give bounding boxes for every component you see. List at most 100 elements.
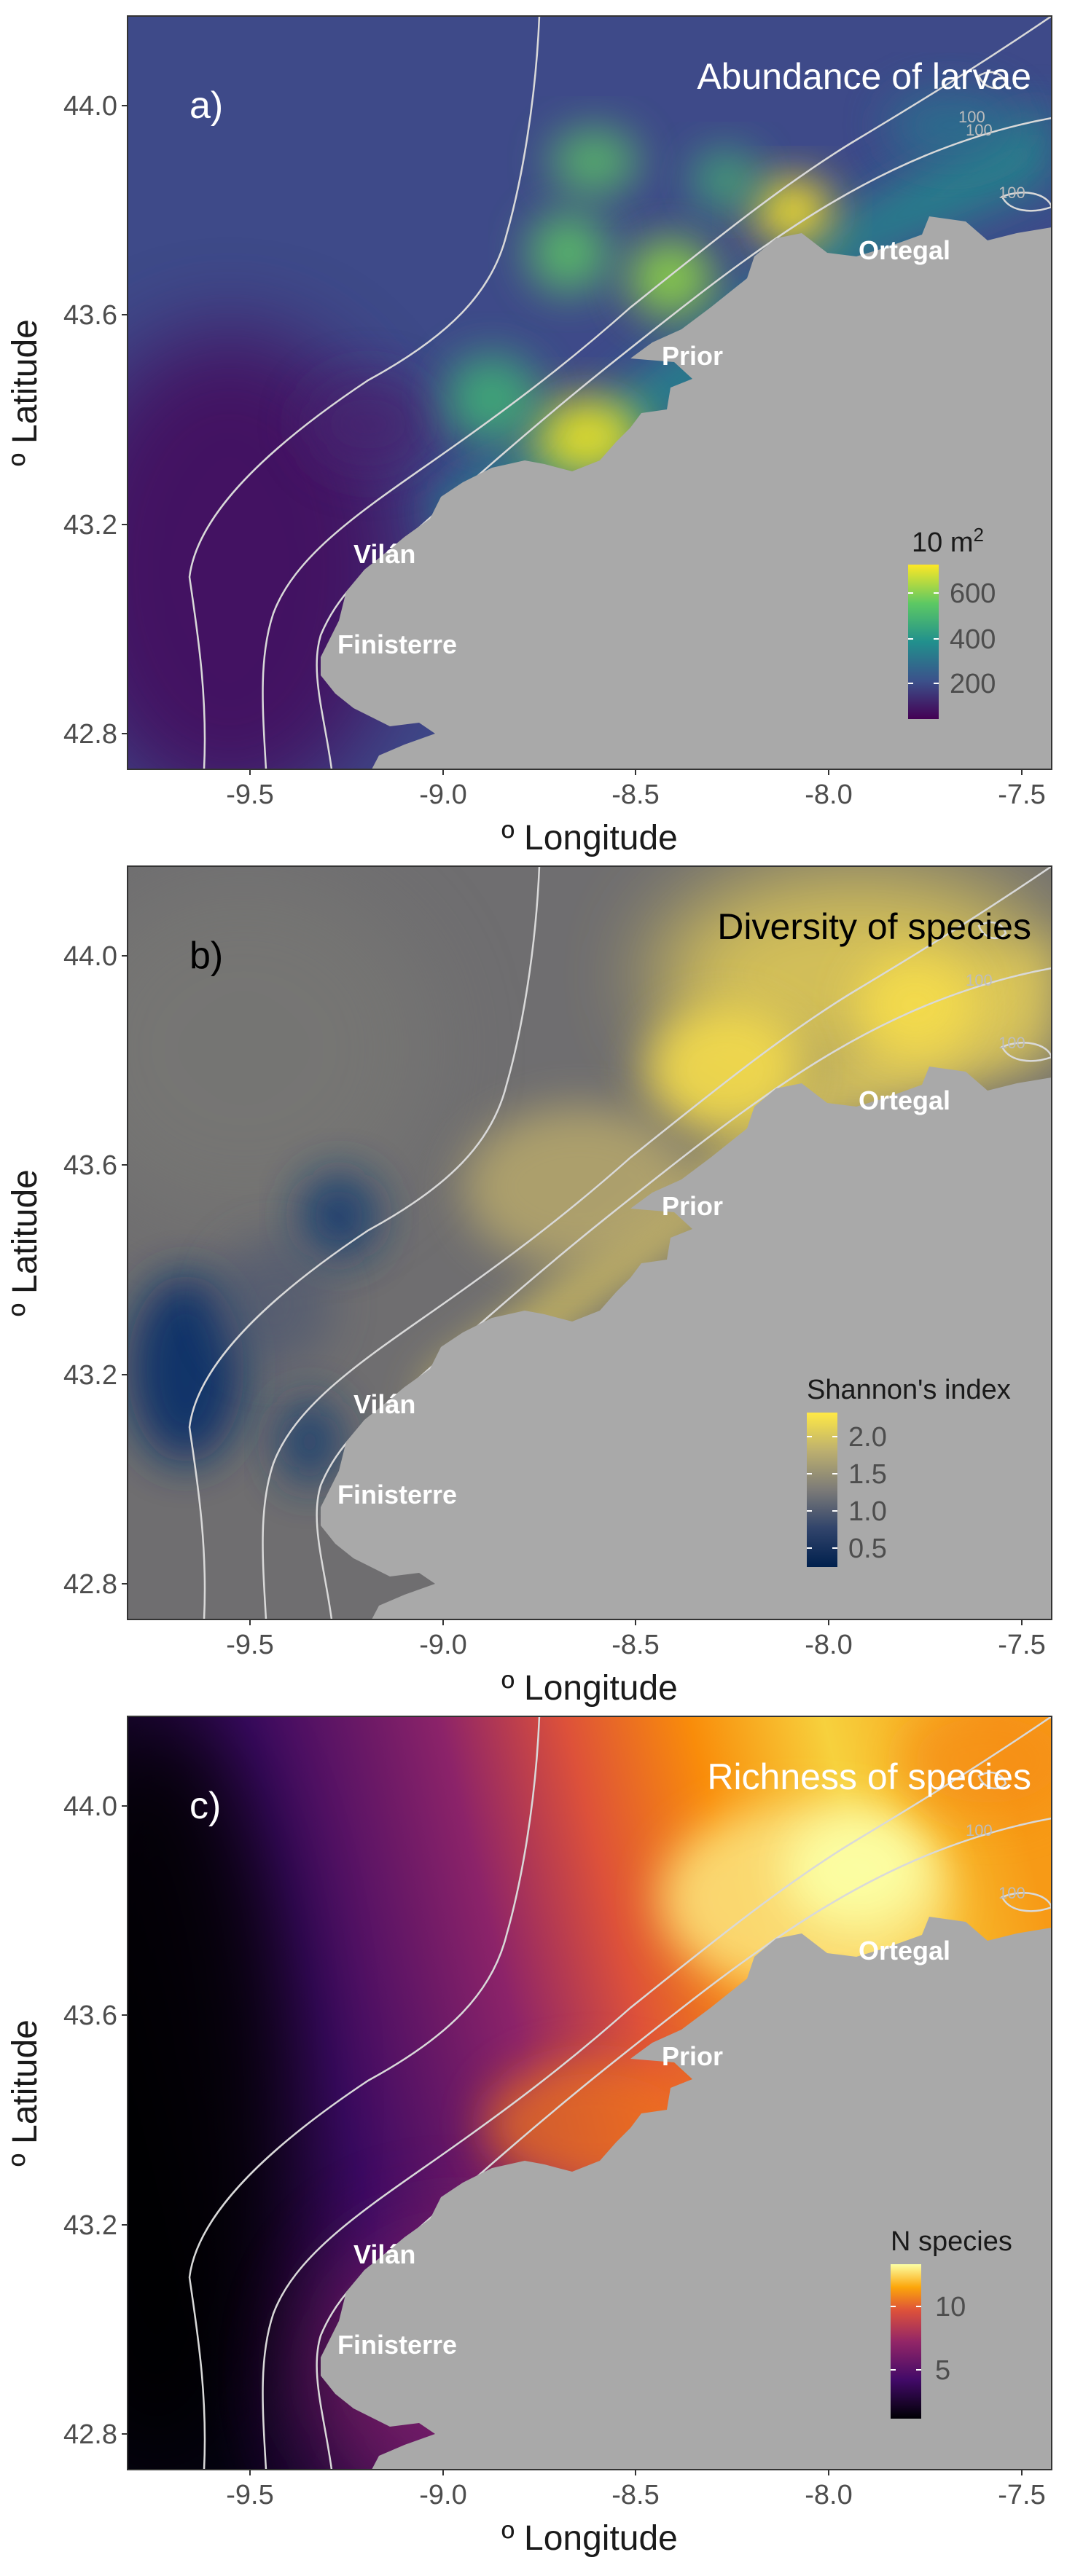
place-vilan: Vilán [353,539,415,569]
x-axis: -9.5 -9.0 -8.5 -8.0 -7.5 º Longitude [226,2470,1046,2558]
place-ortegal: Ortegal [859,1085,950,1115]
x-tick-label: -8.0 [805,1630,852,1660]
isobath-label: 100 [966,121,993,139]
place-finisterre: Finisterre [337,2330,457,2360]
isobath-label: 100 [998,1884,1025,1902]
x-axis-title: º Longitude [501,1669,678,1708]
legend-tick: 2.0 [848,1422,887,1453]
x-tick-label: -9.0 [419,1630,466,1660]
isobath-label: 100 [966,1821,993,1839]
legend-tick: 400 [950,624,996,655]
x-tick-label: -9.0 [419,780,466,810]
x-tick-label: -7.5 [998,780,1045,810]
legend-colorbar [807,1413,837,1567]
x-tick-label: -7.5 [998,1630,1045,1660]
panel-abundance: 100 100 100 Ortegal Prior Vilán Finister… [6,15,1052,857]
y-tick-label: 43.2 [63,2210,117,2241]
place-prior: Prior [662,1191,723,1221]
panel-title: Abundance of larvae [697,56,1031,97]
panel-title: Richness of species [707,1756,1031,1797]
legend-title: 10 m2 [912,524,984,558]
x-axis-title: º Longitude [501,2519,678,2558]
x-axis: -9.5 -9.0 -8.5 -8.0 -7.5 º Longitude [226,769,1046,857]
place-prior: Prior [662,2041,723,2071]
y-axis: 42.8 43.2 43.6 44.0 º Latitude [6,1791,128,2450]
x-tick-label: -8.0 [805,780,852,810]
panel-tag: c) [189,1785,221,1827]
legend-title: N species [891,2226,1012,2257]
place-finisterre: Finisterre [337,1480,457,1509]
x-tick-label: -7.5 [998,2480,1045,2510]
color-legend: N species 5 10 [891,2226,1012,2419]
y-axis-title: º Latitude [6,1169,44,1316]
legend-ticks [891,2306,921,2371]
heat-midhigh [463,1107,696,1267]
x-tick-label: -8.5 [611,1630,659,1660]
heat-hotspot [445,355,539,442]
land-mass [321,1917,1052,2470]
legend-colorbar [908,565,939,719]
heat-hotspot [752,178,832,244]
y-axis-title: º Latitude [6,2019,44,2167]
y-tick-label: 43.2 [63,510,117,541]
legend-ticks [908,592,939,684]
place-vilan: Vilán [353,2239,415,2269]
color-legend: Shannon's index 0.5 1.0 1.5 2.0 [807,1375,1011,1567]
x-tick-label: -9.5 [226,1630,273,1660]
y-tick-label: 44.0 [63,1791,117,1822]
y-axis: 42.8 43.2 43.6 44.0 º Latitude [6,941,128,1600]
panel-tag: a) [189,85,223,127]
panel-tag: b) [189,935,223,977]
land-mass [321,1067,1052,1619]
heat-ne [886,89,1017,162]
heat-low-west [128,1716,288,2470]
legend-tick: 0.5 [848,1534,887,1564]
x-tick-label: -8.5 [611,780,659,810]
x-tick-label: -9.5 [226,780,273,810]
legend-tick: 1.0 [848,1496,887,1527]
isobaths [188,866,1052,1619]
isobath-label: 100 [998,1034,1025,1052]
panel-frame [127,15,1052,770]
place-vilan: Vilán [353,1389,415,1419]
y-tick-label: 42.8 [63,719,117,750]
legend-ticks [807,1436,837,1549]
isobath-label: 100 [998,184,1025,202]
isobath-label: 100 [958,108,985,126]
heat-peak [783,1811,929,1928]
y-tick-label: 43.6 [63,300,117,331]
heat-low-spot [302,373,434,475]
x-tick-label: -8.5 [611,2480,659,2510]
isobaths [188,16,1052,769]
y-tick-label: 43.6 [63,2000,117,2031]
legend-tick: 200 [950,669,996,699]
y-tick-label: 43.6 [63,1150,117,1181]
place-prior: Prior [662,341,723,371]
color-legend: 10 m2 200 400 600 [908,524,996,719]
y-axis: 42.8 43.2 43.6 44.0 º Latitude [6,91,128,750]
panel-richness: 100 100 Ortegal Prior Vilán Finisterre c… [6,1716,1052,2558]
isobath-label: 100 [966,971,993,989]
heat-midtone [128,873,434,1223]
y-tick-label: 42.8 [63,2419,117,2450]
legend-title: Shannon's index [807,1375,1011,1405]
x-tick-label: -9.5 [226,2480,273,2510]
x-axis: -9.5 -9.0 -8.5 -8.0 -7.5 º Longitude [226,1619,1046,1708]
place-ortegal: Ortegal [859,1936,950,1966]
heat-hotspot [528,213,609,293]
land-mass [321,216,1052,769]
legend-tick: 10 [935,2292,966,2322]
panel-diversity: 100 100 Ortegal Prior Vilán Finisterre b… [6,865,1052,1708]
isobaths [188,1716,1052,2470]
heat-low-spot [277,1398,343,1485]
y-axis-title: º Latitude [6,319,44,466]
y-tick-label: 43.2 [63,1360,117,1391]
heat-low-spot [128,1274,244,1464]
x-tick-label: -9.0 [419,2480,466,2510]
panel-frame [127,865,1052,1620]
legend-colorbar [891,2264,921,2419]
x-tick-label: -8.0 [805,2480,852,2510]
y-tick-label: 44.0 [63,91,117,122]
y-tick-label: 42.8 [63,1569,117,1600]
